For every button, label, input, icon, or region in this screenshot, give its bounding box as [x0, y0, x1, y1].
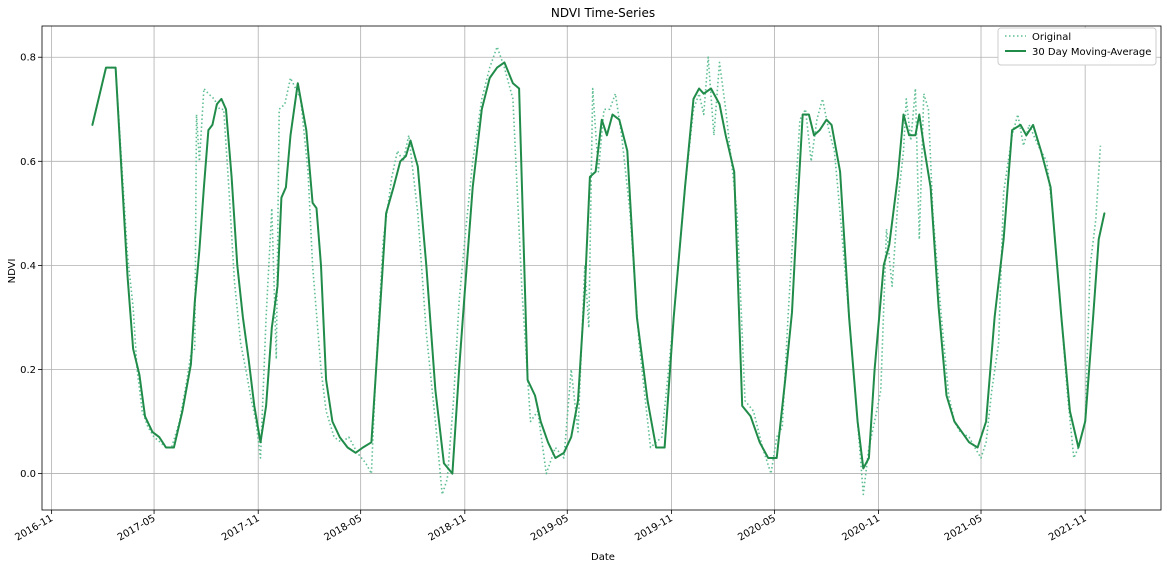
y-tick-label: 0.8 [20, 53, 36, 64]
legend-label-original: Original [1032, 32, 1071, 43]
chart-title: NDVI Time-Series [551, 6, 655, 20]
x-axis-title: Date [591, 552, 615, 563]
y-tick-label: 0.6 [20, 157, 36, 168]
legend-box [997, 27, 1157, 66]
y-tick-label: 0.4 [20, 261, 36, 272]
series-layer [91, 45, 1106, 496]
y-axis-title: NDVI [7, 259, 18, 284]
grid-layer [42, 26, 1161, 510]
legend-label-moving-average: 30 Day Moving-Average [1032, 47, 1151, 58]
series-line-moving-average [91, 61, 1106, 475]
y-tick-label: 0.0 [20, 469, 36, 480]
y-tick-label: 0.2 [20, 365, 36, 376]
legend: Original 30 Day Moving-Average [997, 27, 1157, 66]
plot-frame [41, 25, 1162, 511]
